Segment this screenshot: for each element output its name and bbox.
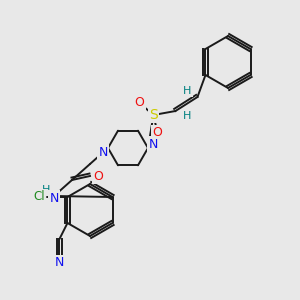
Text: H: H [183, 86, 192, 96]
Text: N: N [49, 191, 59, 205]
Text: S: S [149, 108, 158, 122]
Text: O: O [93, 169, 103, 182]
Text: Cl: Cl [34, 190, 45, 203]
Text: H: H [183, 111, 192, 121]
Text: O: O [152, 127, 162, 140]
Text: N: N [148, 137, 158, 151]
Text: O: O [134, 97, 144, 110]
Text: N: N [55, 256, 64, 269]
Text: H: H [42, 185, 50, 195]
Text: N: N [98, 146, 108, 158]
